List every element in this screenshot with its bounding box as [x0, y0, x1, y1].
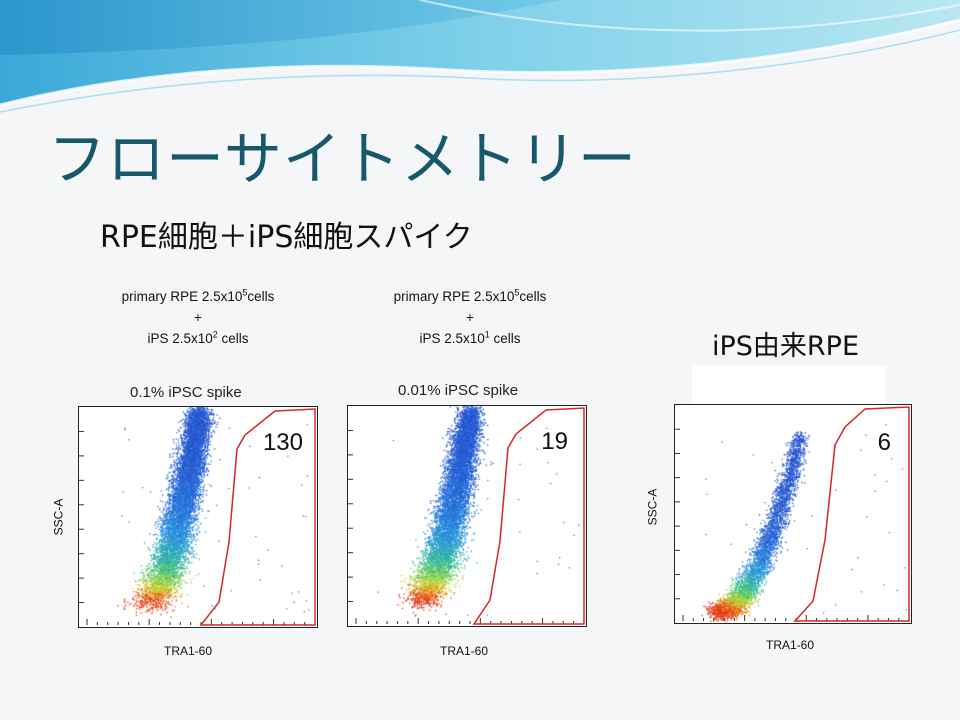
- panel-3-gate: [793, 406, 910, 622]
- panel-2-dot-plot: 19: [347, 405, 587, 627]
- panel-1-rpe-count: primary RPE 2.5x10: [121, 289, 243, 304]
- panel-1-plus: +: [194, 310, 202, 325]
- slide-subtitle: RPE細胞＋iPS細胞スパイク: [100, 220, 473, 255]
- panel-2-gate: [472, 407, 585, 625]
- panel-1-xlabel: TRA1-60: [164, 644, 213, 658]
- panel-3-dot-plot: 6: [674, 404, 912, 624]
- panel-1-density-scatter: [79, 407, 317, 627]
- panel-1-overlay: [79, 408, 316, 626]
- panel-2-plus: +: [466, 310, 474, 325]
- panel-1-dot-plot: 130: [78, 406, 318, 628]
- panel-2-ips-exponent: 1: [484, 329, 490, 340]
- panel-3-ylabel: SSC-A: [645, 488, 660, 526]
- panel-3-overlay: [675, 406, 910, 622]
- panel-3-header-blank: [692, 366, 886, 404]
- panel-1-condition: primary RPE 2.5x105cells + iPS 2.5x102 c…: [68, 286, 328, 349]
- panel-1-gate-count: 130: [262, 429, 303, 456]
- panel-3-gate-count: 6: [877, 429, 891, 456]
- panel-2-rpe-count: primary RPE 2.5x10: [393, 289, 515, 304]
- panel-1-axis-ticks: [79, 430, 306, 625]
- panel-2-ips-count: iPS 2.5x10: [419, 331, 485, 346]
- panel-2-rpe-unit: cells: [519, 289, 547, 304]
- panel-2-rpe-exponent: 5: [514, 287, 520, 298]
- panel-1-ylabel: SSC-A: [51, 498, 66, 536]
- panel-2-xlabel: TRA1-60: [440, 644, 489, 658]
- panel-2-plot-title: 0.01% iPSC spike: [398, 382, 519, 399]
- panel-1-gate: [199, 408, 316, 626]
- panel-3-axis-ticks: [675, 428, 900, 621]
- panel-1-rpe-exponent: 5: [242, 287, 248, 298]
- page-title: フローサイトメトリー: [48, 125, 637, 193]
- panel-1-rpe-unit: cells: [247, 289, 275, 304]
- panel-2-overlay: [348, 407, 585, 625]
- panel-3-label: iPS由来RPE: [712, 331, 860, 362]
- panel-2-gate-count: 19: [541, 428, 568, 455]
- panel-2-axis-ticks: [348, 429, 575, 624]
- panel-3-density-scatter: [675, 405, 911, 623]
- panel-2-ips-unit: cells: [489, 331, 521, 346]
- panel-1-ips-count: iPS 2.5x10: [147, 331, 213, 346]
- panel-1-ips-unit: cells: [217, 331, 249, 346]
- panel-1-ips-exponent: 2: [212, 329, 218, 340]
- panel-3-xlabel: TRA1-60: [766, 638, 815, 652]
- panel-1-plot-title: 0.1% iPSC spike: [130, 384, 242, 401]
- panel-2-density-scatter: [348, 406, 586, 626]
- panel-2-condition: primary RPE 2.5x105cells + iPS 2.5x101 c…: [340, 286, 600, 349]
